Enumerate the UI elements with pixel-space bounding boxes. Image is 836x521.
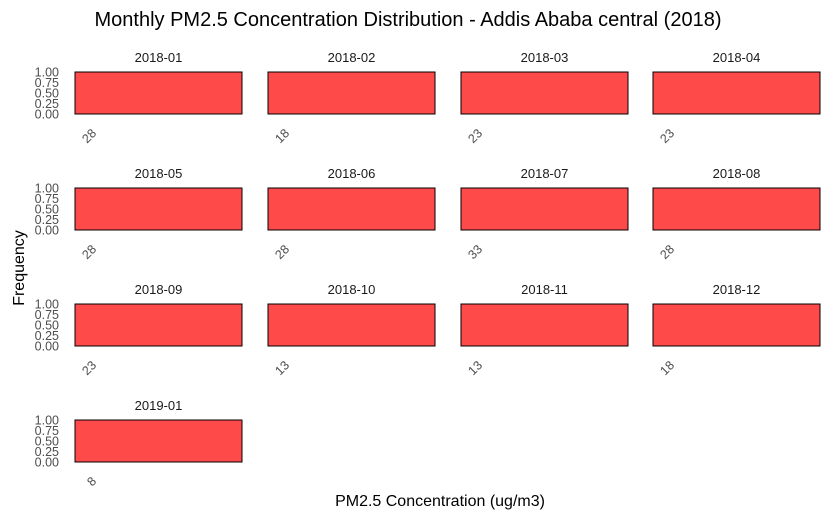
y-tick-label: 0.75 [35,308,59,322]
x-tick-label: 13 [465,358,485,378]
x-tick-label: 33 [465,242,485,262]
y-tick-label: 0.00 [35,108,59,122]
facet-strip-label: 2018-07 [521,166,569,181]
y-tick-label: 1.00 [35,182,59,196]
facet-panel: 2018-06 28 [267,166,436,262]
facet-strip-label: 2018-05 [135,166,183,181]
facet-strip-label: 2018-11 [521,282,568,297]
y-tick-label: 0.25 [35,97,59,111]
y-tick-label: 0.75 [35,424,59,438]
histogram-bar [460,187,629,231]
y-tick-label: 0.50 [35,319,59,333]
facet-strip-label: 2018-03 [521,50,569,65]
y-tick-label: 0.50 [35,203,59,217]
x-tick-label: 23 [79,358,99,378]
x-tick-label: 13 [272,358,292,378]
x-tick-label: 23 [465,126,485,146]
facet-panel: 2018-03 23 [460,50,629,146]
histogram-bar [267,187,436,231]
x-axis-label: PM2.5 Concentration (ug/m3) [335,493,545,510]
y-tick-label: 0.00 [35,224,59,238]
histogram-bar [652,303,821,347]
histogram-bar [74,303,243,347]
facet-strip-label: 2019-01 [135,398,183,413]
y-tick-label: 1.00 [35,414,59,428]
facet-panel: 2018-08 28 [652,166,821,262]
facet-strip-label: 2018-10 [328,282,376,297]
y-tick-label: 0.75 [35,76,59,90]
x-tick-label: 18 [272,126,292,146]
facet-strip-label: 2018-09 [135,282,183,297]
facet-panel: 2018-10 13 [267,282,436,378]
x-tick-label: 23 [657,126,677,146]
facet-strip-label: 2018-04 [713,50,761,65]
y-tick-label: 1.00 [35,298,59,312]
facet-panel: 2018-12 18 [652,282,821,378]
facet-panel: 2018-05 0.000.250.500.751.00 28 [35,166,243,262]
histogram-bar [74,419,243,463]
y-tick-label: 0.50 [35,435,59,449]
chart-title: Monthly PM2.5 Concentration Distribution… [94,9,721,31]
facet-panel: 2018-01 0.000.250.500.751.00 28 [35,50,243,146]
facet-strip-label: 2018-08 [713,166,761,181]
y-tick-label: 1.00 [35,66,59,80]
facet-panel: 2018-09 0.000.250.500.751.00 23 [35,282,243,378]
histogram-bar [267,303,436,347]
histogram-bar [460,303,629,347]
histogram-bar [267,71,436,115]
facet-panels: 2018-010.000.250.500.751.00282018-021820… [35,50,821,489]
x-tick-label: 18 [657,358,677,378]
x-tick-label: 28 [79,242,99,262]
facet-panel: 2018-11 13 [460,282,629,378]
y-tick-label: 0.25 [35,329,59,343]
histogram-bar [652,187,821,231]
facet-panel: 2018-04 23 [652,50,821,146]
y-tick-label: 0.75 [35,192,59,206]
histogram-bar [74,71,243,115]
facet-panel: 2018-07 33 [460,166,629,262]
facet-strip-label: 2018-01 [135,50,183,65]
facet-strip-label: 2018-12 [713,282,761,297]
y-tick-label: 0.00 [35,340,59,354]
y-tick-label: 0.50 [35,87,59,101]
histogram-bar [74,187,243,231]
facet-strip-label: 2018-06 [328,166,376,181]
y-tick-label: 0.25 [35,213,59,227]
histogram-bar [652,71,821,115]
y-axis-label: Frequency [11,230,28,306]
x-tick-label: 28 [272,242,292,262]
x-tick-label: 8 [84,474,99,489]
facet-strip-label: 2018-02 [328,50,376,65]
facet-panel: 2018-02 18 [267,50,436,146]
x-tick-label: 28 [79,126,99,146]
y-tick-label: 0.00 [35,456,59,470]
histogram-bar [460,71,629,115]
y-tick-label: 0.25 [35,445,59,459]
x-tick-label: 28 [657,242,677,262]
facet-panel: 2019-01 0.000.250.500.751.00 8 [35,398,243,489]
